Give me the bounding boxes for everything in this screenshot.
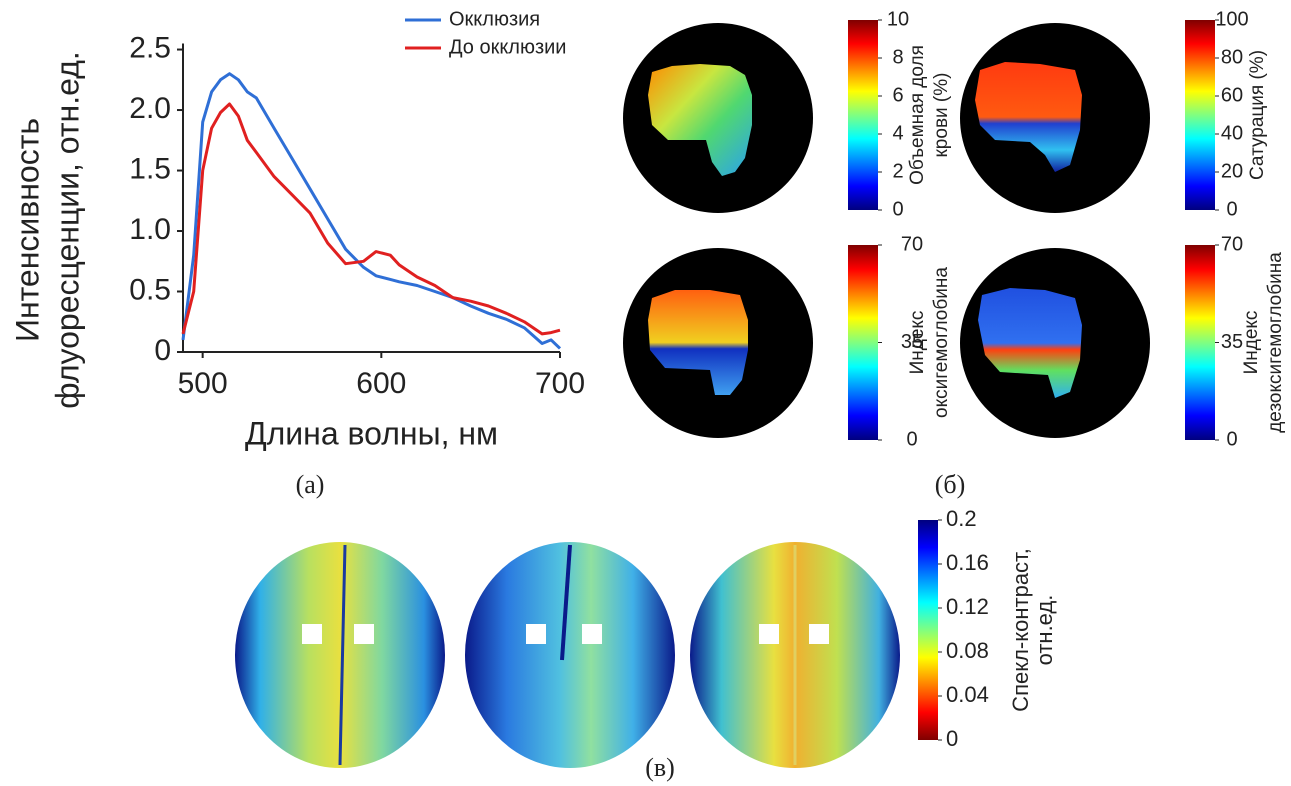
colorbar xyxy=(848,20,878,210)
colorbar-label: отн.ед. xyxy=(1032,595,1057,666)
panel-label: (а) xyxy=(296,470,325,499)
colorbar-label: Спекл-контраст, xyxy=(1008,548,1033,712)
colorbar-tick-label: 4 xyxy=(892,122,903,144)
colorbar-tick-label: 0.04 xyxy=(946,682,989,707)
colorbar-label: Индекс xyxy=(907,311,928,375)
colorbar-tick-label: 0 xyxy=(1226,428,1237,450)
colorbar-label: оксигемоглобина xyxy=(931,267,952,418)
colorbar xyxy=(918,520,938,740)
colorbar-tick-label: 70 xyxy=(901,233,923,255)
colorbar-tick-label: 0 xyxy=(906,428,917,450)
y-tick-label: 2.0 xyxy=(129,92,171,125)
colorbar-tick-label: 60 xyxy=(1221,84,1243,106)
colorbar-tick-label: 0 xyxy=(946,726,958,751)
colorbar-label: Сатурация (%) xyxy=(1247,50,1268,180)
colorbar-tick-label: 0.12 xyxy=(946,594,989,619)
x-axis-label: Длина волны, нм xyxy=(245,415,498,451)
x-tick-label: 600 xyxy=(356,367,406,400)
speckle-images xyxy=(235,542,900,768)
colorbar xyxy=(848,245,878,440)
y-tick-label: 1.5 xyxy=(129,152,171,185)
y-tick-label: 1.0 xyxy=(129,213,171,246)
y-tick-label: 0 xyxy=(154,334,171,367)
y-axis-label: флуоресценции, отн.ед. xyxy=(49,51,85,409)
series-line xyxy=(183,74,560,349)
legend-label: Окклюзия xyxy=(449,8,540,30)
series-line xyxy=(183,104,560,334)
y-tick-label: 2.5 xyxy=(129,31,171,64)
colorbar-label: Объемная доля xyxy=(907,45,928,185)
colorbar-tick-label: 0.08 xyxy=(946,638,989,663)
colorbar-tick-label: 70 xyxy=(1221,233,1243,255)
y-axis-label: Интенсивность xyxy=(9,118,45,342)
colorbar-label: Индекс xyxy=(1241,311,1262,375)
colorbar-label: крови (%) xyxy=(931,73,952,158)
colorbar-tick-label: 0.2 xyxy=(946,506,977,531)
x-tick-label: 700 xyxy=(535,367,585,400)
colorbar-tick-label: 0 xyxy=(892,198,903,220)
panel-label: (б) xyxy=(935,470,966,499)
colorbar-tick-label: 35 xyxy=(1221,331,1243,353)
legend-label: До окклюзии xyxy=(449,36,566,58)
colorbar-tick-label: 20 xyxy=(1221,160,1243,182)
colorbar-tick-label: 0.16 xyxy=(946,550,989,575)
colorbar-label: дезоксигемоглобина xyxy=(1265,252,1286,433)
colorbar-tick-label: 40 xyxy=(1221,122,1243,144)
colorbar-tick-label: 0 xyxy=(1226,198,1237,220)
y-tick-label: 0.5 xyxy=(129,273,171,306)
oximetry-images xyxy=(623,23,1150,438)
colorbar-tick-label: 80 xyxy=(1221,46,1243,68)
colorbar-tick-label: 2 xyxy=(892,160,903,182)
colorbar-tick-label: 6 xyxy=(892,84,903,106)
colorbar xyxy=(1185,245,1215,440)
colorbar xyxy=(1185,20,1215,210)
colorbar-tick-label: 8 xyxy=(892,46,903,68)
x-tick-label: 500 xyxy=(178,367,228,400)
colorbar-tick-label: 100 xyxy=(1215,8,1248,30)
colorbar-tick-label: 10 xyxy=(887,8,909,30)
panel-label: (в) xyxy=(645,753,675,782)
figure: (а) (б) (в) 00.51.01.52.02.5500600700Дли… xyxy=(0,0,1291,786)
